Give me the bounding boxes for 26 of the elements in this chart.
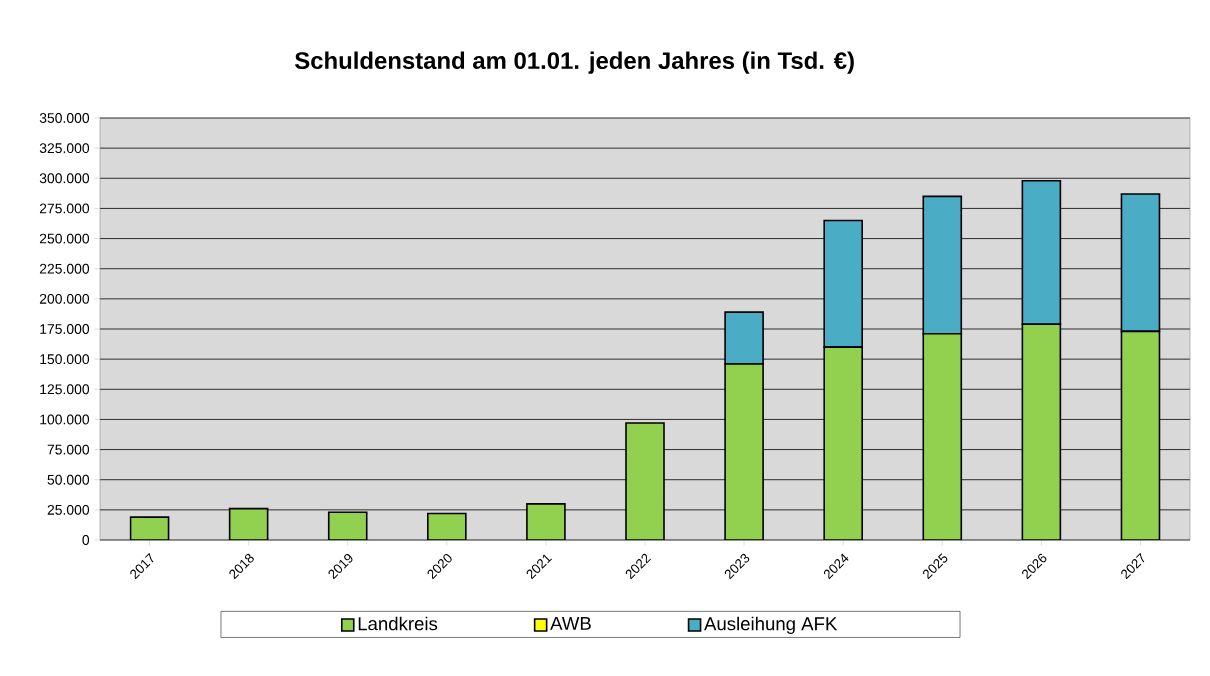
y-tick-label: 175.000 — [40, 324, 90, 334]
y-tick-label: 275.000 — [39, 203, 90, 214]
y-tick-label: 200.000 — [39, 293, 90, 304]
y-tick-label: 75.000 — [47, 444, 90, 455]
y-tick-label: 25.000 — [47, 504, 90, 515]
bar — [922, 333, 963, 540]
legend-label: Landkreis — [358, 616, 438, 631]
y-tick-label: 300.000 — [39, 173, 90, 184]
y-tick-label: 150.000 — [40, 354, 90, 365]
chart-title: Schuldenstand am 01.01. jeden Jahres (in Tsd. €) — [294, 51, 854, 74]
bar — [823, 346, 863, 540]
legend-label: AWB — [550, 617, 591, 630]
y-tick-label: 100.000 — [40, 414, 90, 425]
y-tick-label: 50.000 — [47, 474, 90, 485]
legend-label: Ausleihung AFK — [704, 616, 838, 634]
y-tick-label: 0 — [82, 535, 90, 545]
bar — [1021, 323, 1062, 540]
bar — [625, 422, 665, 540]
y-tick-label: 350.000 — [39, 113, 90, 123]
bar — [1120, 330, 1161, 540]
y-tick-label: 125.000 — [40, 384, 90, 395]
y-tick-label: 325.000 — [39, 143, 90, 154]
bar — [724, 363, 764, 540]
y-tick-label: 250.000 — [39, 233, 90, 244]
bar — [228, 507, 269, 540]
y-tick-label: 225.000 — [39, 263, 90, 274]
